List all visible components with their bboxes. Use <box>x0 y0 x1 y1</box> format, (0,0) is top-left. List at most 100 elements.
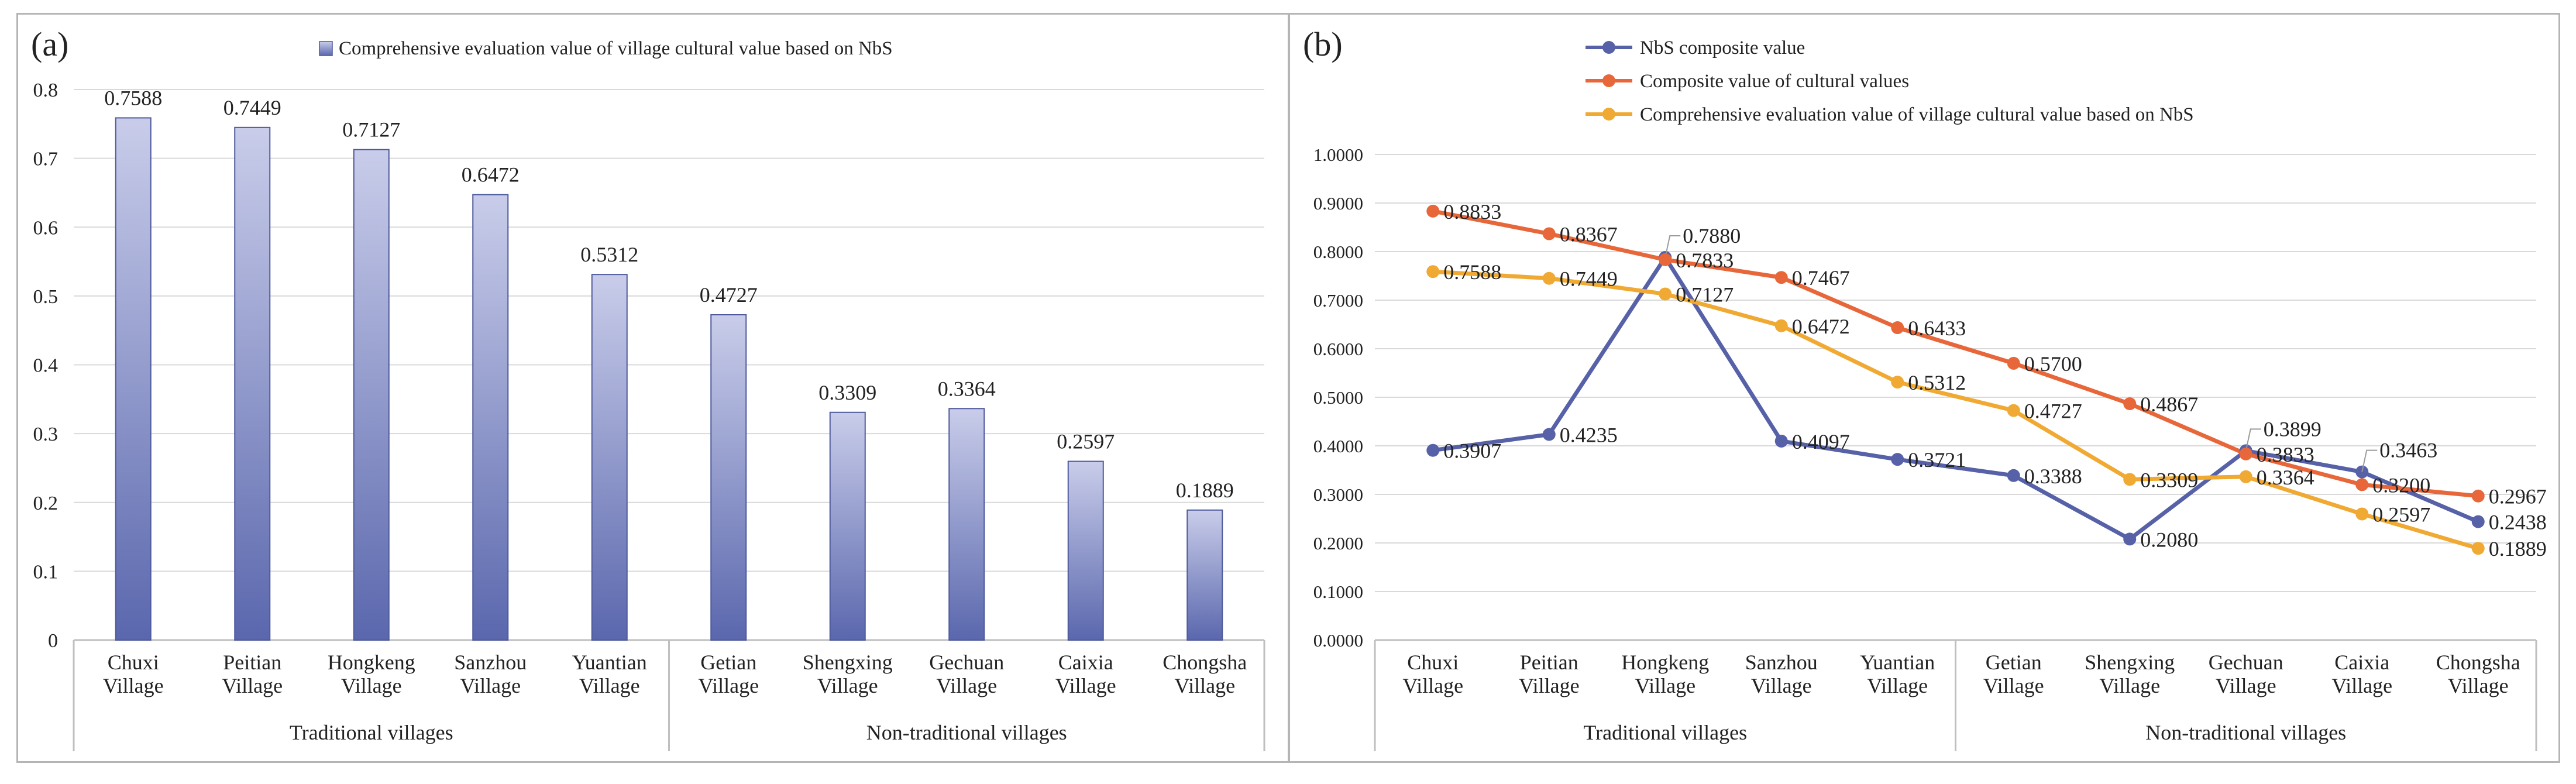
panel-b-line-chart: (b) NbS composite value Composite value o… <box>1288 13 2560 763</box>
legend-label: NbS composite value <box>1640 37 1805 59</box>
series-marker <box>1774 319 1788 332</box>
line-group-label: Non-traditional villages <box>2145 721 2346 744</box>
series-data-label: 0.2597 <box>2372 503 2430 526</box>
bar-data-label: 0.1889 <box>1176 479 1234 502</box>
bar-x-tick-label: Peitian Village <box>222 651 283 697</box>
series-marker <box>2123 532 2137 546</box>
series-data-label: 0.3907 <box>1443 439 1501 463</box>
bar <box>1067 460 1104 641</box>
legend-label: Comprehensive evaluation value of villag… <box>1640 104 2194 125</box>
series-data-label: 0.3364 <box>2257 466 2314 489</box>
series-data-label: 0.2967 <box>2489 485 2547 508</box>
series-data-label: 0.4235 <box>1560 423 1618 446</box>
legend-marker <box>1602 74 1615 87</box>
bar-group-label: Non-traditional villages <box>866 721 1067 744</box>
series-data-label: 0.2080 <box>2140 528 2198 551</box>
bar-chart-svg: (a) Comprehensive evaluation value of vi… <box>31 25 1265 751</box>
line-chart-svg: (b) NbS composite value Composite value o… <box>1303 25 2547 751</box>
series-marker <box>2355 478 2369 491</box>
y-tick-label: 0.5000 <box>1313 387 1363 408</box>
bar-x-tick-label: Getian Village <box>698 651 759 697</box>
series-marker <box>2123 473 2137 486</box>
series-data-label: 0.8367 <box>1560 223 1618 246</box>
series-data-label: 0.5312 <box>1908 371 1966 394</box>
series-data-label: 0.7127 <box>1676 283 1734 306</box>
line-x-tick-label: Sanzhou Village <box>1745 651 1818 697</box>
series-marker <box>1426 265 1440 278</box>
bar-data-label: 0.2597 <box>1057 430 1115 453</box>
line-group-label: Traditional villages <box>1583 721 1747 744</box>
bar-x-tick-label: Shengxing Village <box>803 651 893 697</box>
y-tick-label: 0.1 <box>33 561 59 583</box>
panel-label-b: (b) <box>1303 25 1343 63</box>
label-leader-line <box>2361 449 2378 472</box>
series-marker <box>1542 428 1556 441</box>
y-tick-label: 0.9000 <box>1313 193 1363 214</box>
y-tick-label: 0.7 <box>33 149 59 170</box>
series-marker <box>2123 397 2137 411</box>
bar-data-label: 0.5312 <box>580 243 638 266</box>
series-data-label: 0.4727 <box>2024 400 2082 423</box>
series-line <box>1432 209 2479 498</box>
line-x-tick-label: Peitian Village <box>1519 651 1580 697</box>
y-tick-label: 0.8 <box>33 80 59 101</box>
series-marker <box>2007 356 2020 370</box>
y-tick-label: 0.2000 <box>1313 533 1363 553</box>
bar <box>710 314 747 641</box>
y-tick-label: 0 <box>48 630 58 652</box>
bar <box>234 126 271 641</box>
series-data-label: 0.7833 <box>1676 249 1734 272</box>
bar-x-tick-label: Sanzhou Village <box>454 651 527 697</box>
bar <box>1186 509 1223 641</box>
y-tick-label: 0.3000 <box>1313 484 1363 505</box>
line-x-tick-label: Chongsha Village <box>2436 651 2520 697</box>
line-x-tick-label: Hongkeng Village <box>1621 651 1709 697</box>
series-data-label: 0.8833 <box>1443 200 1501 223</box>
series-marker <box>2471 542 2485 555</box>
bar <box>115 117 152 641</box>
y-tick-label: 0.5 <box>33 286 59 308</box>
series-data-label: 0.7880 <box>1683 224 1741 247</box>
series-marker <box>1542 227 1556 240</box>
legend-marker <box>1602 41 1615 54</box>
series-marker <box>2007 404 2020 417</box>
series-line <box>1433 269 2479 551</box>
series-marker <box>2239 447 2252 460</box>
bar-x-tick-label: Chuxi Village <box>103 651 164 697</box>
bar <box>829 411 866 641</box>
series-data-label: 0.4097 <box>1792 430 1850 453</box>
line-x-tick-label: Chuxi Village <box>1402 651 1463 697</box>
label-leader-line <box>2245 428 2261 451</box>
y-tick-label: 0.3 <box>33 424 59 445</box>
bar-data-label: 0.4727 <box>700 283 758 307</box>
series-marker <box>2471 489 2485 503</box>
series-marker <box>1426 204 1440 218</box>
series-data-label: 0.2438 <box>2489 511 2547 534</box>
series-marker <box>1659 253 1672 266</box>
bar-data-label: 0.7449 <box>223 96 281 119</box>
y-tick-label: 1.0000 <box>1313 145 1363 165</box>
series-marker <box>2355 507 2369 521</box>
bar-group-label: Traditional villages <box>290 721 453 744</box>
y-tick-label: 0.2 <box>33 493 59 514</box>
series-data-label: 0.1889 <box>2489 537 2547 561</box>
series-marker <box>1542 271 1556 285</box>
y-tick-label: 0.8000 <box>1313 242 1363 262</box>
bar-data-label: 0.7588 <box>104 86 162 109</box>
line-x-tick-label: Getian Village <box>1983 651 2044 697</box>
series-marker <box>2007 469 2020 482</box>
bar-x-tick-label: Chongsha Village <box>1163 651 1247 697</box>
bar-data-label: 0.3309 <box>818 381 876 404</box>
series-marker <box>2239 470 2252 483</box>
bar <box>591 274 628 641</box>
series-data-label: 0.7467 <box>1792 266 1850 290</box>
bar-x-tick-label: Yuantian Village <box>572 651 647 697</box>
series-marker <box>1774 434 1788 448</box>
legend-label: Composite value of cultural values <box>1640 71 1909 92</box>
label-leader-line <box>1664 235 1681 258</box>
series-marker <box>1659 287 1672 301</box>
bar-data-label: 0.3364 <box>938 377 996 400</box>
panel-label-a: (a) <box>31 25 68 63</box>
legend-marker <box>1602 108 1615 121</box>
series-data-label: 0.7449 <box>1560 267 1618 291</box>
